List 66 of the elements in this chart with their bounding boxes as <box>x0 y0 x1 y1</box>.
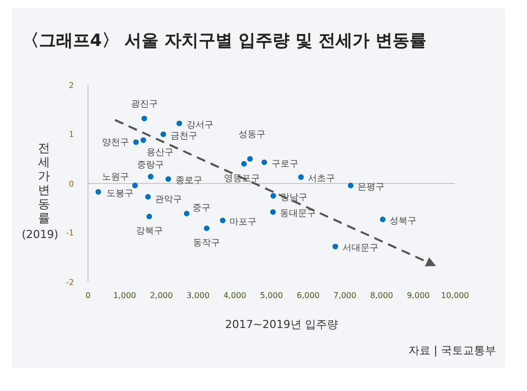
point <box>298 174 304 180</box>
annotation: 용산구 <box>146 148 174 158</box>
annotation: 성동구 <box>238 130 266 140</box>
annotation: 관악구 <box>155 194 182 205</box>
annotation: 종로구 <box>175 176 202 186</box>
x-tick-label: 6,000 <box>296 291 320 300</box>
annotation: 동대문구 <box>280 209 316 220</box>
x-tick-label: 7,000 <box>333 291 356 300</box>
point <box>270 209 276 215</box>
annotation: 마포구 <box>230 217 257 228</box>
y-tick-label: 0 <box>68 179 74 188</box>
point <box>133 139 139 145</box>
point <box>204 226 210 232</box>
x-tick-label: 8,000 <box>370 291 394 300</box>
annotation: 동작구 <box>193 238 220 248</box>
text: 자료 | 국토교통부 <box>408 344 496 357</box>
annotation: 서대문구 <box>342 244 378 254</box>
y-axis-title: 전세가변동률 (2019) <box>22 141 58 241</box>
annotation: 금천구 <box>170 131 198 142</box>
annotation: 성북구 <box>390 216 417 226</box>
point <box>142 116 148 122</box>
y-tick-label: -2 <box>66 278 74 287</box>
point <box>140 137 146 143</box>
annotation: 은평구 <box>358 182 385 192</box>
point <box>146 214 152 220</box>
annotation: 강남구 <box>280 192 308 203</box>
x-tick-label: 9,000 <box>406 291 430 300</box>
annotation: 중구 <box>192 204 211 214</box>
point <box>148 174 154 180</box>
annotation: 서초구 <box>308 174 336 184</box>
y-tick-label: -1 <box>66 228 74 238</box>
point <box>220 218 226 224</box>
annotation: 영등포구 <box>224 174 260 184</box>
x-tick-label: 4,000 <box>223 291 246 300</box>
x-tick-label: 0 <box>85 291 91 300</box>
annotation: 중랑구 <box>137 160 164 171</box>
point <box>145 194 151 200</box>
point <box>332 244 338 250</box>
annotation: 노원구 <box>102 172 130 182</box>
point <box>166 176 172 182</box>
annotation: 양천구 <box>102 138 130 148</box>
point <box>96 189 102 195</box>
point <box>247 156 253 162</box>
annotation: 구로구 <box>271 159 298 170</box>
chart-title: 〈그래프4〉 서울 자치구별 입주량 및 전세가 변동률 <box>22 31 426 51</box>
x-tick-label: 10,000 <box>441 291 469 300</box>
y-tick-label: 1 <box>68 130 74 140</box>
annotation: 강서구 <box>186 120 214 130</box>
point <box>176 120 182 126</box>
point <box>380 216 386 222</box>
point <box>262 160 268 166</box>
x-tick-label: 2,000 <box>150 291 173 300</box>
x-axis-title: 2017~2019년 입주량 <box>225 318 338 331</box>
point <box>348 182 354 188</box>
annotation: 강북구 <box>136 226 163 236</box>
point <box>132 182 138 188</box>
x-tick-label: 1,000 <box>113 291 136 300</box>
x-tick-label: 5,000 <box>260 291 283 300</box>
y-tick-label: 2 <box>68 80 74 90</box>
annotation: 도봉구 <box>106 188 134 199</box>
annotation: 광진구 <box>130 99 158 110</box>
point <box>270 193 276 199</box>
x-tick-label: 3,000 <box>186 291 210 300</box>
point <box>160 131 166 138</box>
point <box>184 210 190 216</box>
point <box>241 161 247 167</box>
